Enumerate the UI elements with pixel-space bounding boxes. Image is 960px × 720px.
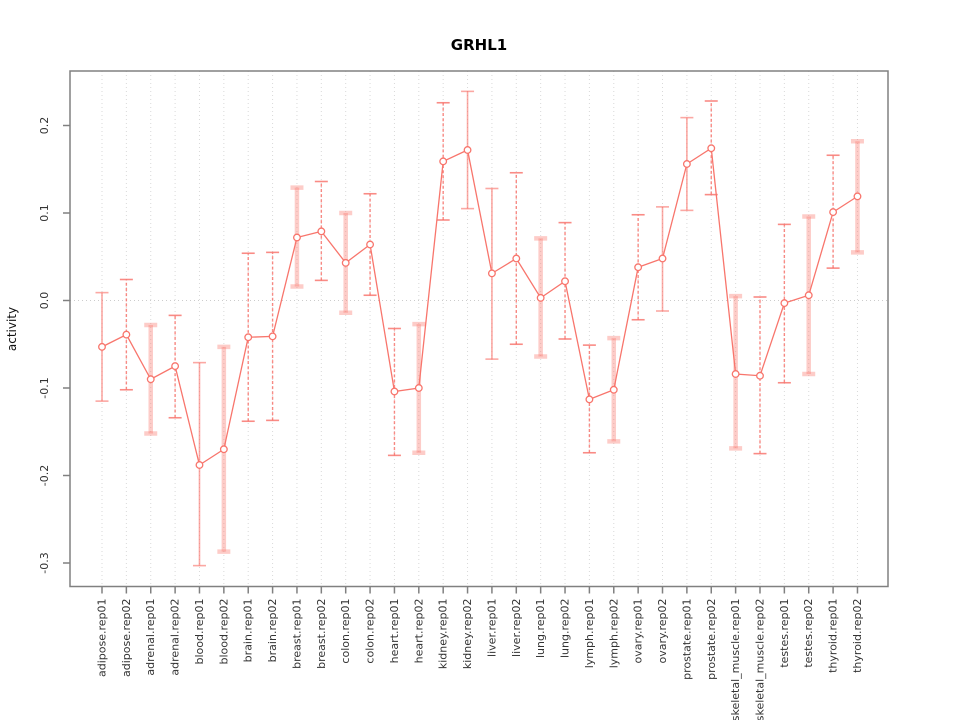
x-tick-label: lymph.rep01 [583,599,596,669]
x-tick-label: testes.rep02 [802,599,815,668]
y-tick-label: -0.3 [38,552,51,573]
y-tick-label: 0.1 [38,204,51,222]
data-point-heart.rep01 [390,387,399,396]
x-tick-label: heart.rep02 [412,599,425,664]
x-tick-label: heart.rep01 [388,599,401,664]
error-bars [95,90,864,567]
y-axis: 0.2 0.1 0.0 -0.1 -0.2 -0.3 [38,117,70,574]
x-tick-label: skeletal_muscle.rep01 [729,599,742,720]
x-tick-label: breast.rep02 [315,599,328,669]
data-point-prostate.rep02 [707,144,716,153]
x-tick-label: prostate.rep02 [705,599,718,680]
data-point-adrenal.rep02 [171,362,180,371]
y-tick-label: 0.2 [38,117,51,135]
data-point-liver.rep02 [512,254,521,263]
x-tick-label: ovary.rep02 [656,599,669,664]
x-tick-label: prostate.rep01 [680,599,693,680]
data-point-adipose.rep01 [98,342,106,351]
data-point-thyroid.rep02 [853,192,862,201]
error-bar-adrenal.rep02 [168,314,182,419]
gridlines [101,71,858,587]
data-point-thyroid.rep01 [829,208,838,217]
data-point-lung.rep01 [536,293,545,302]
data-point-ovary.rep02 [658,254,667,263]
data-point-breast.rep02 [317,227,326,236]
y-tick-label: 0.0 [38,292,51,310]
data-point-blood.rep02 [219,445,228,454]
data-point-lung.rep02 [561,277,569,286]
data-point-brain.rep02 [268,332,277,341]
data-point-colon.rep01 [341,258,350,267]
data-point-kidney.rep01 [439,157,448,166]
x-tick-label: kidney.rep02 [461,599,474,670]
x-axis: adipose.rep01 adipose.rep02 adrenal.rep01 a… [96,586,864,720]
plot-title: GRHL1 [450,36,508,54]
plot-frame [69,70,889,588]
x-tick-label: liver.rep01 [485,599,498,657]
data-point-liver.rep01 [487,269,496,278]
x-tick-label: adipose.rep01 [96,599,109,678]
x-tick-label: thyroid.rep02 [851,599,864,673]
x-tick-label: kidney.rep01 [437,599,450,670]
data-point-prostate.rep01 [682,160,691,168]
y-tick-label: -0.1 [38,377,51,398]
data-point-skeletal_muscle.rep02 [756,371,764,380]
data-point-heart.rep02 [414,384,423,392]
error-bar-adipose.rep02 [119,278,133,391]
data-point-lymph.rep01 [585,395,594,404]
x-tick-label: colon.rep01 [339,599,352,664]
data-point-ovary.rep01 [634,263,643,272]
x-tick-label: skeletal_muscle.rep02 [753,599,766,720]
data-point-skeletal_muscle.rep01 [731,370,740,378]
y-axis-label: activity [5,306,19,352]
x-tick-label: lung.rep02 [559,599,572,659]
x-tick-label: lung.rep01 [534,599,547,659]
error-bar-colon.rep02 [363,192,377,297]
x-tick-label: testes.rep01 [778,599,791,668]
x-tick-label: breast.rep01 [290,599,303,669]
data-point-lymph.rep02 [609,385,618,394]
x-tick-label: blood.rep01 [193,599,206,665]
data-point-breast.rep01 [293,233,301,242]
x-tick-label: thyroid.rep01 [827,599,840,673]
x-tick-label: brain.rep02 [266,599,279,663]
data-point-testes.rep02 [804,291,813,300]
x-tick-label: liver.rep02 [510,599,523,657]
data-point-brain.rep01 [244,333,253,342]
x-tick-label: brain.rep01 [242,599,255,663]
data-point-kidney.rep02 [463,146,472,154]
y-tick-label: -0.2 [38,465,51,486]
data-point-testes.rep01 [780,299,789,308]
x-tick-label: ovary.rep01 [632,599,645,664]
x-tick-label: blood.rep02 [217,599,230,665]
x-tick-label: adrenal.rep01 [144,599,157,676]
x-tick-label: adrenal.rep02 [169,599,182,676]
error-bar-thyroid.rep01 [826,154,840,269]
data-point-adipose.rep02 [122,330,131,339]
data-point-blood.rep01 [195,461,204,469]
data-point-adrenal.rep01 [146,375,155,384]
x-tick-label: lymph.rep02 [607,599,620,669]
series-line [101,147,858,467]
x-tick-label: adipose.rep02 [120,599,133,678]
data-point-colon.rep02 [366,240,375,249]
x-tick-label: colon.rep02 [364,599,377,664]
data-points [98,144,862,469]
